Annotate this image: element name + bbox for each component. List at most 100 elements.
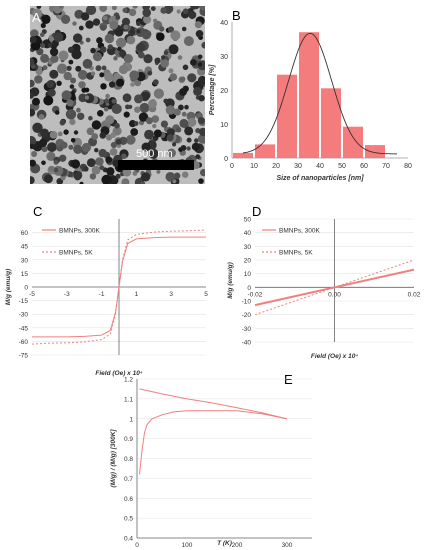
- nanoparticle: [50, 54, 59, 64]
- c-xtick-label: 5: [204, 291, 208, 298]
- nanoparticle: [163, 98, 169, 104]
- nanoparticle: [58, 50, 69, 61]
- c-y-axis-label: M/g (emu/g): [5, 269, 12, 305]
- nanoparticle: [180, 145, 187, 151]
- nanoparticle: [144, 129, 154, 140]
- nanoparticle: [53, 32, 64, 42]
- b-ytick-label: 40: [220, 20, 228, 27]
- nanoparticle: [91, 120, 102, 130]
- b-xtick-label: 0: [230, 163, 234, 170]
- nanoparticle: [132, 171, 138, 176]
- nanoparticle: [130, 82, 135, 87]
- d-ytick-label: 50: [244, 217, 252, 224]
- nanoparticle: [175, 127, 182, 133]
- panel-label-e: E: [284, 372, 293, 387]
- nanoparticle: [71, 49, 82, 60]
- nanoparticle: [91, 165, 101, 175]
- d-ytick-label: 40: [244, 230, 252, 237]
- nanoparticle: [121, 153, 127, 159]
- b-xtick-label: 20: [272, 163, 280, 170]
- nanoparticle: [142, 91, 151, 100]
- nanoparticle: [67, 109, 73, 115]
- nanoparticle: [184, 104, 189, 110]
- nanoparticle: [56, 80, 62, 87]
- nanoparticle: [178, 104, 184, 111]
- nanoparticle: [136, 21, 141, 26]
- c-ytick-label: 30: [21, 257, 29, 264]
- nanoparticle: [200, 169, 205, 177]
- nanoparticle: [165, 172, 176, 182]
- nanoparticle: [49, 131, 58, 139]
- panel-label-c: C: [33, 204, 42, 219]
- nanoparticle: [80, 12, 90, 21]
- nanoparticle: [194, 21, 202, 29]
- c-x-axis-label: Field (Oe) x 10⁴: [95, 370, 142, 377]
- nanoparticle: [100, 46, 107, 53]
- nanoparticle: [201, 41, 205, 49]
- nanoparticle: [61, 14, 71, 24]
- e-ytick-label: 1: [129, 416, 133, 423]
- nanoparticle: [30, 57, 35, 67]
- nanoparticle: [179, 88, 187, 96]
- nanoparticle: [105, 115, 115, 125]
- c-xtick-label: 3: [169, 291, 173, 298]
- nanoparticle: [168, 68, 174, 74]
- nanoparticle: [59, 154, 67, 162]
- nanoparticle: [109, 21, 118, 30]
- nanoparticle: [103, 106, 109, 112]
- nanoparticle: [61, 90, 72, 101]
- nanoparticle: [126, 35, 136, 45]
- c-ytick-label: -15: [19, 298, 29, 305]
- nanoparticle: [145, 117, 153, 125]
- nanoparticle: [49, 69, 59, 79]
- b-ytick-label: 10: [220, 122, 228, 129]
- e-xtick-label: 100: [182, 542, 193, 549]
- nanoparticle: [63, 71, 72, 81]
- nanoparticle: [30, 92, 34, 99]
- nanoparticle: [107, 44, 114, 50]
- nanoparticle: [160, 7, 167, 14]
- nanoparticle: [138, 112, 149, 122]
- b-ytick-label: 30: [220, 54, 228, 61]
- nanoparticle: [143, 54, 153, 64]
- nanoparticle: [116, 37, 127, 48]
- nanoparticle: [49, 47, 59, 57]
- nanoparticle: [197, 117, 205, 124]
- nanoparticle: [47, 88, 56, 97]
- c-ytick-label: -75: [19, 353, 29, 360]
- nanoparticle: [44, 174, 53, 184]
- nanoparticle: [43, 95, 54, 106]
- panel-label-a: A: [32, 10, 41, 25]
- b-xtick-label: 10: [250, 163, 258, 170]
- nanoparticle: [32, 8, 43, 19]
- nanoparticle: [34, 75, 43, 84]
- nanoparticle: [167, 148, 176, 158]
- nanoparticle: [48, 165, 55, 172]
- nanoparticle: [123, 54, 133, 64]
- nanoparticle: [38, 114, 45, 120]
- nanoparticle: [154, 57, 161, 64]
- nanoparticle: [99, 72, 105, 78]
- c-ytick-label: -30: [19, 312, 29, 319]
- nanoparticle: [197, 54, 203, 60]
- nanoparticle: [46, 80, 54, 89]
- nanoparticle: [99, 165, 105, 171]
- nanoparticle: [41, 14, 51, 24]
- nanoparticle: [111, 98, 117, 104]
- nanoparticle: [129, 70, 140, 81]
- nanoparticle: [63, 129, 69, 135]
- c-legend-label: BMNPs, 300K: [59, 228, 100, 235]
- nanoparticle: [133, 121, 139, 126]
- nanoparticle: [99, 6, 108, 12]
- nanoparticle: [104, 98, 110, 104]
- nanoparticle: [163, 50, 169, 55]
- nanoparticle: [102, 15, 108, 21]
- nanoparticle: [181, 111, 187, 117]
- nanoparticle: [112, 159, 120, 167]
- e-ytick-label: 0.6: [124, 496, 133, 503]
- nanoparticle: [92, 18, 101, 26]
- nanoparticle: [36, 48, 44, 56]
- c-ytick-label: -60: [19, 339, 29, 346]
- nanoparticle: [70, 138, 76, 143]
- d-y-axis-label: M/g (emu/g): [227, 262, 234, 298]
